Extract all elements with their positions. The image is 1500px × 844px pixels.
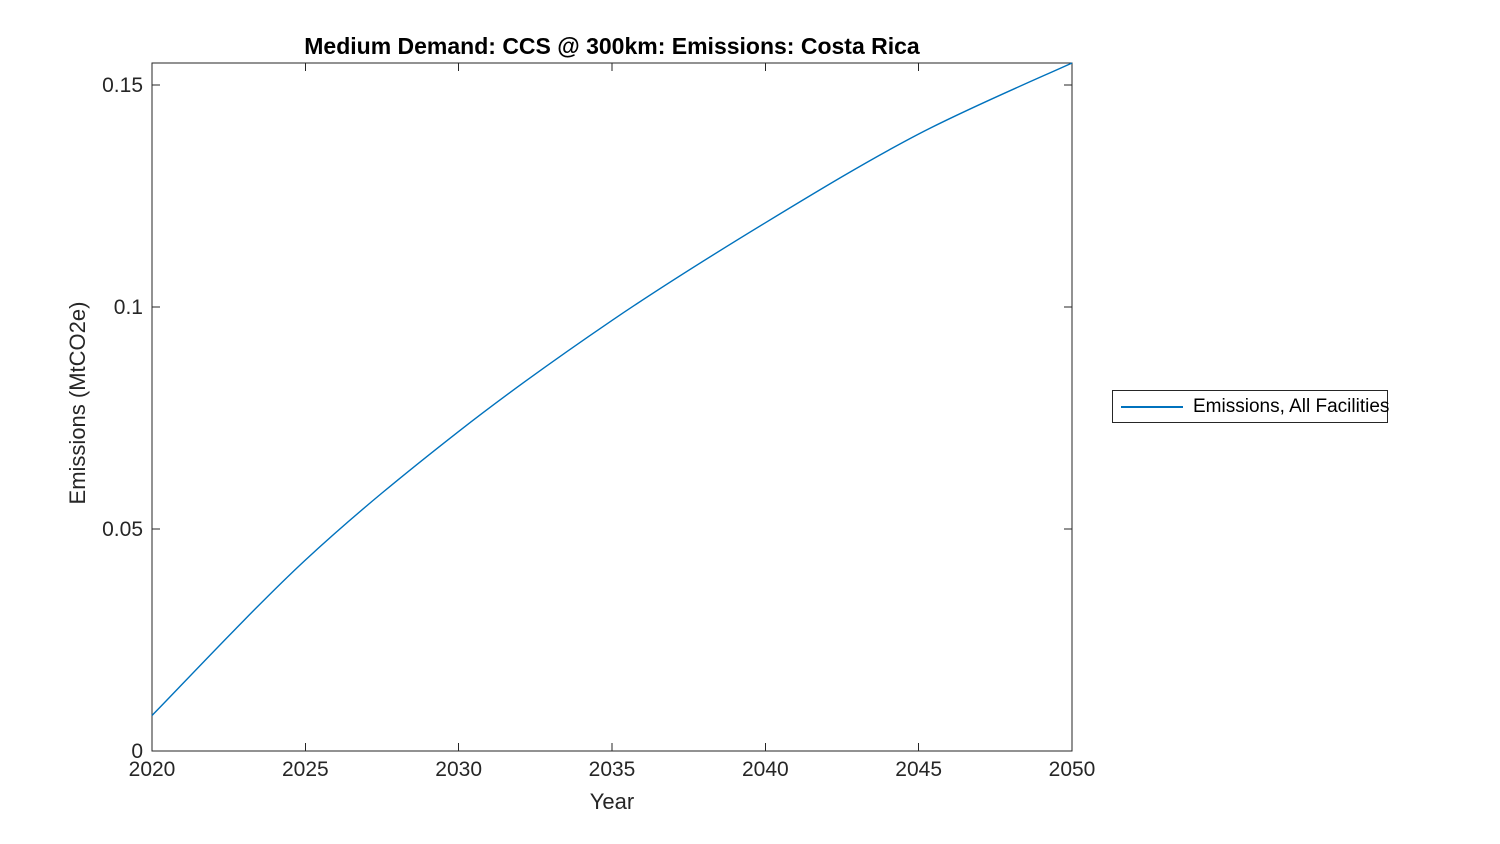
x-axis-label: Year [589,789,635,814]
x-tick-label: 2030 [435,758,482,781]
legend-entry-label: Emissions, All Facilities [1193,395,1390,417]
y-tick-label: 0.1 [114,296,143,319]
y-tick-label: 0.15 [102,74,143,97]
x-tick-label: 2020 [129,758,176,781]
x-tick-label: 2035 [589,758,636,781]
y-tick-label: 0.05 [102,518,143,541]
x-tick-label: 2040 [742,758,789,781]
x-tick-label: 2045 [895,758,942,781]
chart-title: Medium Demand: CCS @ 300km: Emissions: C… [304,33,920,59]
y-tick-label: 0 [131,740,143,763]
x-tick-label: 2025 [282,758,329,781]
legend-line-sample [1121,405,1183,408]
axes-box [151,62,1073,752]
x-tick-label: 2050 [1049,758,1096,781]
emissions-line [151,62,1073,716]
legend-box: Emissions, All Facilities [1112,390,1390,423]
